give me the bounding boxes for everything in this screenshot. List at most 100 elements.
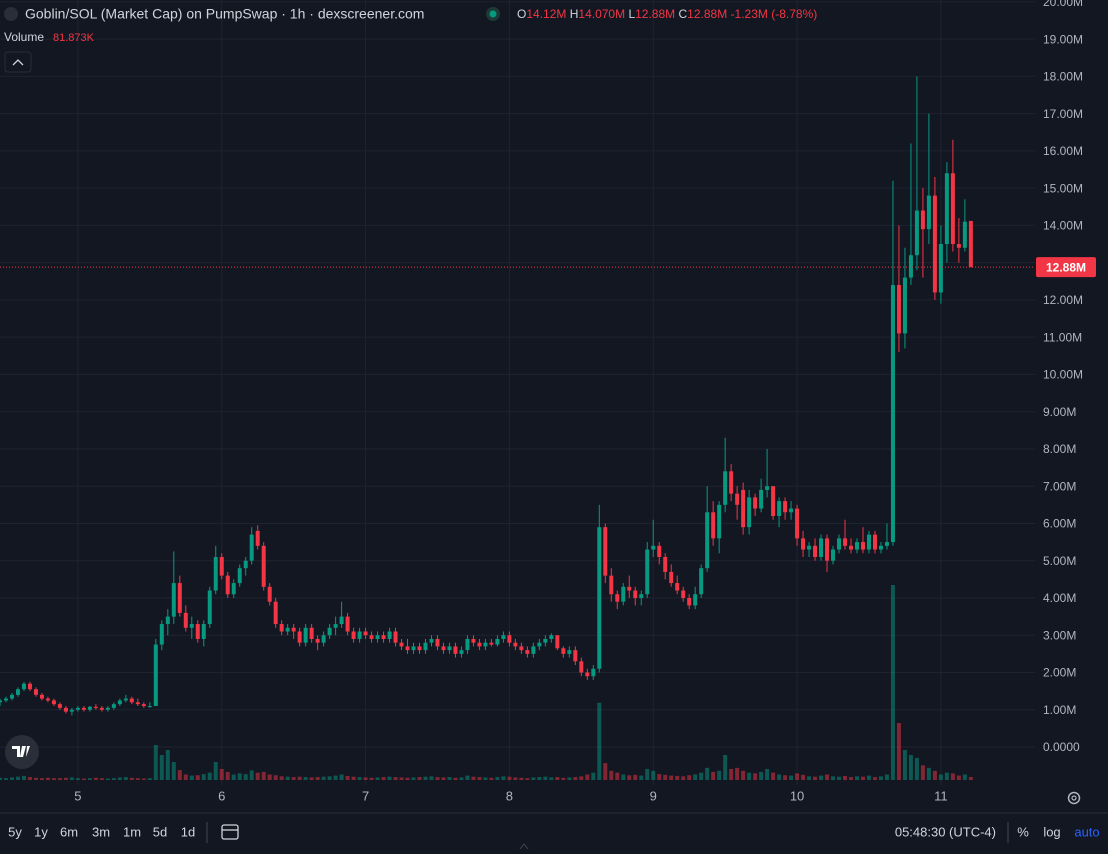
candle-body: [567, 650, 572, 654]
candle-body: [507, 635, 512, 643]
volume-bar: [225, 771, 230, 780]
volume-bar: [429, 776, 434, 780]
volume-bar: [405, 777, 410, 780]
volume-bar: [105, 778, 110, 780]
candle-body: [123, 698, 128, 701]
volume-bar: [45, 777, 50, 780]
candle-body: [345, 616, 350, 632]
candle-body: [111, 704, 116, 708]
y-tick-label: 20.00M: [1043, 0, 1083, 9]
volume-bar: [9, 777, 14, 780]
candle-body: [801, 538, 806, 550]
volume-bar: [765, 768, 770, 780]
settings-button[interactable]: [1067, 791, 1081, 805]
symbol-icon: [4, 7, 18, 21]
volume-bar: [687, 775, 692, 780]
candle-body: [459, 650, 464, 654]
candle-body: [950, 173, 955, 245]
range-button[interactable]: 1m: [123, 824, 141, 839]
candle-body: [687, 597, 692, 606]
candle-body: [531, 646, 536, 654]
volume-bar: [489, 777, 494, 780]
candle-body: [177, 583, 182, 613]
volume-bar: [831, 776, 836, 780]
candle-body: [681, 590, 686, 598]
candle-body: [543, 638, 548, 643]
volume-bar: [819, 775, 824, 780]
candle-body: [753, 497, 758, 509]
volume-bar: [195, 775, 200, 780]
volume-bar: [878, 776, 883, 780]
range-button[interactable]: 5y: [8, 824, 22, 839]
candle-body: [465, 638, 470, 651]
candle-body: [597, 527, 602, 669]
range-buttons: 5y 1y 6m 3m 1m 5d 1d: [8, 824, 195, 839]
candle-body: [363, 631, 368, 636]
clock: 05:48:30 (UTC-4): [895, 824, 996, 839]
candle-body: [513, 642, 518, 647]
candle-body: [81, 707, 86, 710]
volume-bar: [129, 777, 134, 780]
volume-bar: [21, 775, 26, 780]
candle-body: [675, 583, 680, 591]
y-tick-label: 3.00M: [1043, 628, 1076, 642]
y-tick-label: 17.00M: [1043, 107, 1083, 121]
candle-body: [627, 586, 632, 591]
volume-bar: [183, 774, 188, 780]
volume-bar: [261, 771, 266, 780]
volume-bar: [962, 774, 967, 780]
candle-body: [489, 642, 494, 645]
candle-body: [483, 642, 488, 647]
range-button[interactable]: 5d: [153, 824, 167, 839]
goto-date-button[interactable]: [221, 824, 239, 840]
collapse-button[interactable]: [4, 51, 32, 73]
volume-bar: [3, 778, 8, 780]
volume-bar: [297, 776, 302, 780]
volume-bar: [896, 722, 901, 780]
volume-bar: [471, 776, 476, 780]
candle-body: [303, 627, 308, 643]
volume-bar: [285, 776, 290, 780]
candle-body: [165, 616, 170, 625]
candle-body: [453, 646, 458, 654]
volume-bar: [111, 778, 116, 780]
settings-icon: [1071, 795, 1077, 801]
candle-body: [153, 644, 158, 707]
volume-bar: [513, 777, 518, 780]
log-button[interactable]: log: [1043, 824, 1060, 839]
candle-body: [651, 545, 656, 550]
range-button[interactable]: 6m: [60, 824, 78, 839]
volume-bar: [549, 777, 554, 780]
volume-bar: [117, 777, 122, 780]
volume-bar: [447, 777, 452, 780]
volume-bar: [393, 777, 398, 780]
volume-bar: [849, 777, 854, 780]
status-dot: [489, 10, 497, 18]
x-tick-label: 6: [218, 788, 225, 803]
candle-body: [21, 683, 26, 690]
candle-body: [291, 627, 296, 632]
volume-bar: [753, 773, 758, 780]
candle-body: [267, 586, 272, 602]
auto-button[interactable]: auto: [1074, 824, 1099, 839]
candle-body: [968, 220, 973, 268]
candle-body: [549, 635, 554, 639]
candle-body: [657, 545, 662, 557]
range-button[interactable]: 1y: [34, 824, 48, 839]
volume-bar: [723, 754, 728, 780]
collapse-icon: [12, 59, 24, 66]
volume-bar: [783, 775, 788, 780]
range-button[interactable]: 3m: [92, 824, 110, 839]
candle-body: [393, 631, 398, 643]
candle-body: [213, 556, 218, 591]
volume-bar: [171, 761, 176, 780]
volume-bar: [621, 774, 626, 780]
percent-button[interactable]: %: [1017, 824, 1029, 839]
volume-bar: [519, 777, 524, 780]
candle-body: [147, 706, 152, 708]
y-tick-label: 2.00M: [1043, 666, 1076, 680]
ohlc-legend: O14.12M H14.070M L12.88M C12.88M -1.23M …: [517, 7, 817, 21]
candle-body: [63, 707, 68, 712]
volume-bar: [950, 773, 955, 780]
range-button[interactable]: 1d: [181, 824, 195, 839]
